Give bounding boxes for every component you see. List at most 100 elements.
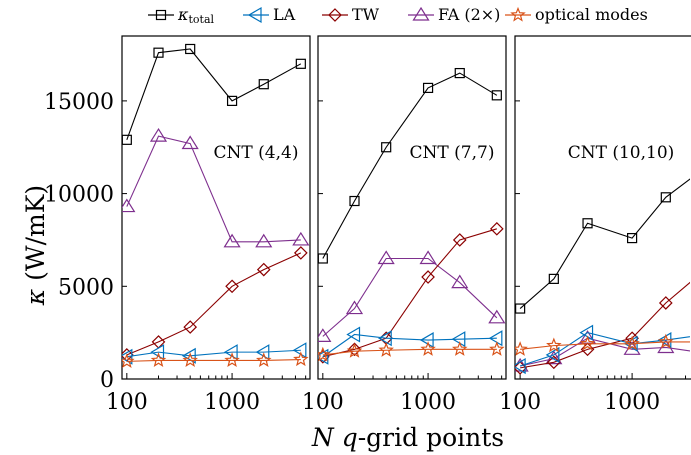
point-fa: [122, 198, 136, 213]
point-opt: [346, 343, 363, 358]
series-line-opt: [322, 348, 497, 356]
point-total: [548, 273, 559, 284]
panel-frame-3: [514, 35, 691, 380]
point-fa: [318, 328, 332, 342]
point-la: [545, 346, 560, 363]
point-total: [122, 134, 132, 145]
series-line-opt: [520, 341, 690, 350]
y-axis-label: κ (W/mK): [21, 185, 50, 306]
point-la: [488, 330, 503, 347]
point-tw: [293, 246, 308, 260]
series-line-total: [322, 72, 498, 259]
point-fa: [451, 274, 469, 289]
point-fa: [255, 233, 273, 248]
point-total: [153, 47, 164, 58]
point-la: [181, 347, 196, 364]
panel-series-1: [122, 43, 310, 368]
point-opt: [624, 335, 640, 351]
point-opt: [658, 333, 674, 349]
y-tick-label: 5000: [58, 275, 114, 300]
series-line-opt: [126, 358, 301, 362]
x-tick-label: 1000: [400, 390, 456, 415]
series-line-tw: [520, 281, 690, 369]
point-tw: [546, 355, 561, 370]
legend-label-fa: FA (2×): [438, 5, 500, 24]
point-la: [419, 332, 434, 349]
point-la: [579, 324, 594, 341]
point-fa: [345, 300, 364, 315]
point-la: [318, 348, 329, 365]
point-la: [122, 348, 133, 365]
x-tick-label: 100: [302, 390, 344, 415]
legend-marker-tw: [328, 8, 342, 22]
point-total: [660, 192, 671, 203]
point-total: [515, 303, 526, 314]
legend-marker-opt: [510, 6, 526, 22]
legend-item-la: LA: [243, 5, 296, 24]
x-tick-label: 100: [499, 390, 541, 415]
point-opt: [546, 337, 562, 353]
point-total: [295, 58, 306, 69]
point-la: [377, 330, 392, 347]
series-line-tw: [126, 252, 302, 356]
y-tick-label: 10000: [44, 183, 114, 208]
point-total: [454, 67, 465, 79]
point-opt: [256, 352, 272, 368]
point-tw: [515, 361, 527, 375]
point-opt: [579, 335, 596, 351]
panel-frame-2: [317, 35, 507, 380]
panels: 0 5000 10000 15000 100 1000 CNT (4,4) 100 1000 CN…: [44, 35, 691, 415]
point-opt: [378, 342, 394, 357]
point-tw: [580, 342, 595, 357]
panel-1: 0 5000 10000 15000 100 1000 CNT (4,4): [44, 35, 311, 415]
legend-label-tw: TW: [352, 5, 380, 24]
point-tw: [183, 320, 198, 334]
point-tw: [489, 221, 504, 236]
point-opt: [318, 346, 331, 362]
point-la: [346, 326, 361, 343]
point-total: [318, 253, 328, 264]
point-total: [626, 232, 638, 244]
point-tw: [347, 342, 362, 357]
series-line-fa: [126, 135, 301, 243]
point-fa: [149, 127, 168, 142]
legend-marker-fa: [412, 6, 430, 21]
point-opt: [182, 352, 198, 368]
point-total: [381, 142, 392, 153]
point-tw: [421, 270, 435, 284]
point-opt: [420, 341, 436, 356]
point-tw: [225, 279, 239, 294]
series-line-la: [322, 333, 497, 358]
panel-label-2: CNT (7,7): [410, 143, 495, 163]
panel-label-3: CNT (10,10): [568, 143, 675, 163]
legend-marker-total: [155, 9, 167, 21]
x-axis-label: N q-grid points: [311, 423, 504, 452]
point-la: [451, 331, 466, 348]
panel-label-1: CNT (4,4): [214, 143, 299, 163]
point-opt: [515, 341, 528, 356]
legend-item-opt: optical modes: [505, 5, 648, 24]
legend: κtotal LA TW FA (2×) optical modes: [148, 5, 648, 26]
panel-2: 100 1000 CNT (7,7): [302, 35, 507, 415]
point-opt: [489, 341, 505, 356]
y-tick-label: 15000: [44, 90, 114, 115]
series-line-total: [519, 178, 690, 309]
point-fa: [545, 350, 563, 365]
point-la: [515, 357, 526, 375]
point-fa: [181, 135, 199, 150]
legend-item-tw: TW: [322, 5, 380, 24]
point-total: [422, 82, 434, 94]
point-tw: [256, 262, 271, 277]
y-tick-label: 0: [100, 368, 114, 393]
legend-label-total: κtotal: [177, 5, 215, 26]
point-tw: [658, 296, 673, 310]
x-tick-label: 1000: [204, 390, 260, 415]
point-fa: [377, 250, 395, 265]
point-opt: [150, 352, 167, 368]
panel-series-2: [318, 67, 506, 365]
point-total: [185, 43, 196, 55]
point-tw: [452, 233, 467, 247]
point-opt: [293, 351, 309, 367]
point-opt: [224, 352, 240, 368]
